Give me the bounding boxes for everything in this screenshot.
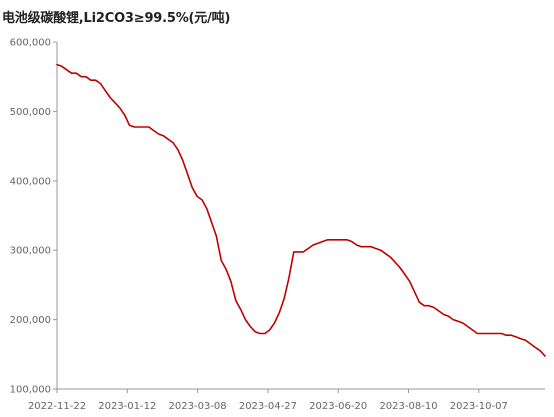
- x-axis: 2022-11-22 2023-01-12 2023-03-08 2023-04-27…: [28, 388, 545, 412]
- y-tick-label: 600,000: [10, 38, 51, 49]
- x-tick-label: 2023-10-07: [450, 401, 508, 412]
- chart-title: 电池级碳酸锂,Li2CO3≥99.5%(元/吨): [2, 11, 231, 26]
- x-tick-label: 2023-03-08: [169, 401, 227, 412]
- x-tick-label: 2023-01-12: [98, 401, 156, 412]
- series-line: [56, 63, 546, 357]
- y-tick-label: 300,000: [10, 246, 51, 257]
- y-tick-label: 100,000: [10, 385, 51, 396]
- y-tick-label: 500,000: [10, 107, 51, 118]
- x-tick-label: 2023-04-27: [239, 401, 297, 412]
- y-axis: 600,000 500,000 400,000 300,000 200,000 100,0…: [10, 38, 58, 396]
- y-tick-label: 200,000: [10, 315, 51, 326]
- y-tick-label: 400,000: [10, 176, 51, 187]
- series-group: [56, 63, 546, 357]
- x-tick-label: 2023-06-20: [309, 401, 367, 412]
- x-tick-label: 2022-11-22: [28, 401, 86, 412]
- x-tick-label: 2023-08-10: [379, 401, 437, 412]
